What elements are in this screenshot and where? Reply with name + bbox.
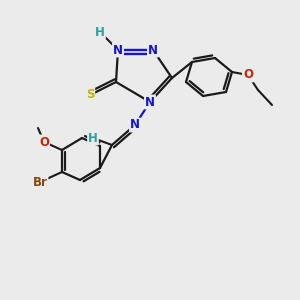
Text: O: O	[243, 68, 253, 82]
Text: H: H	[95, 26, 105, 38]
Text: O: O	[39, 136, 49, 148]
Text: Br: Br	[33, 176, 47, 188]
Text: H: H	[88, 131, 98, 145]
Text: N: N	[148, 44, 158, 56]
Text: S: S	[86, 88, 94, 101]
Text: N: N	[130, 118, 140, 131]
Text: N: N	[145, 95, 155, 109]
Text: N: N	[113, 44, 123, 56]
